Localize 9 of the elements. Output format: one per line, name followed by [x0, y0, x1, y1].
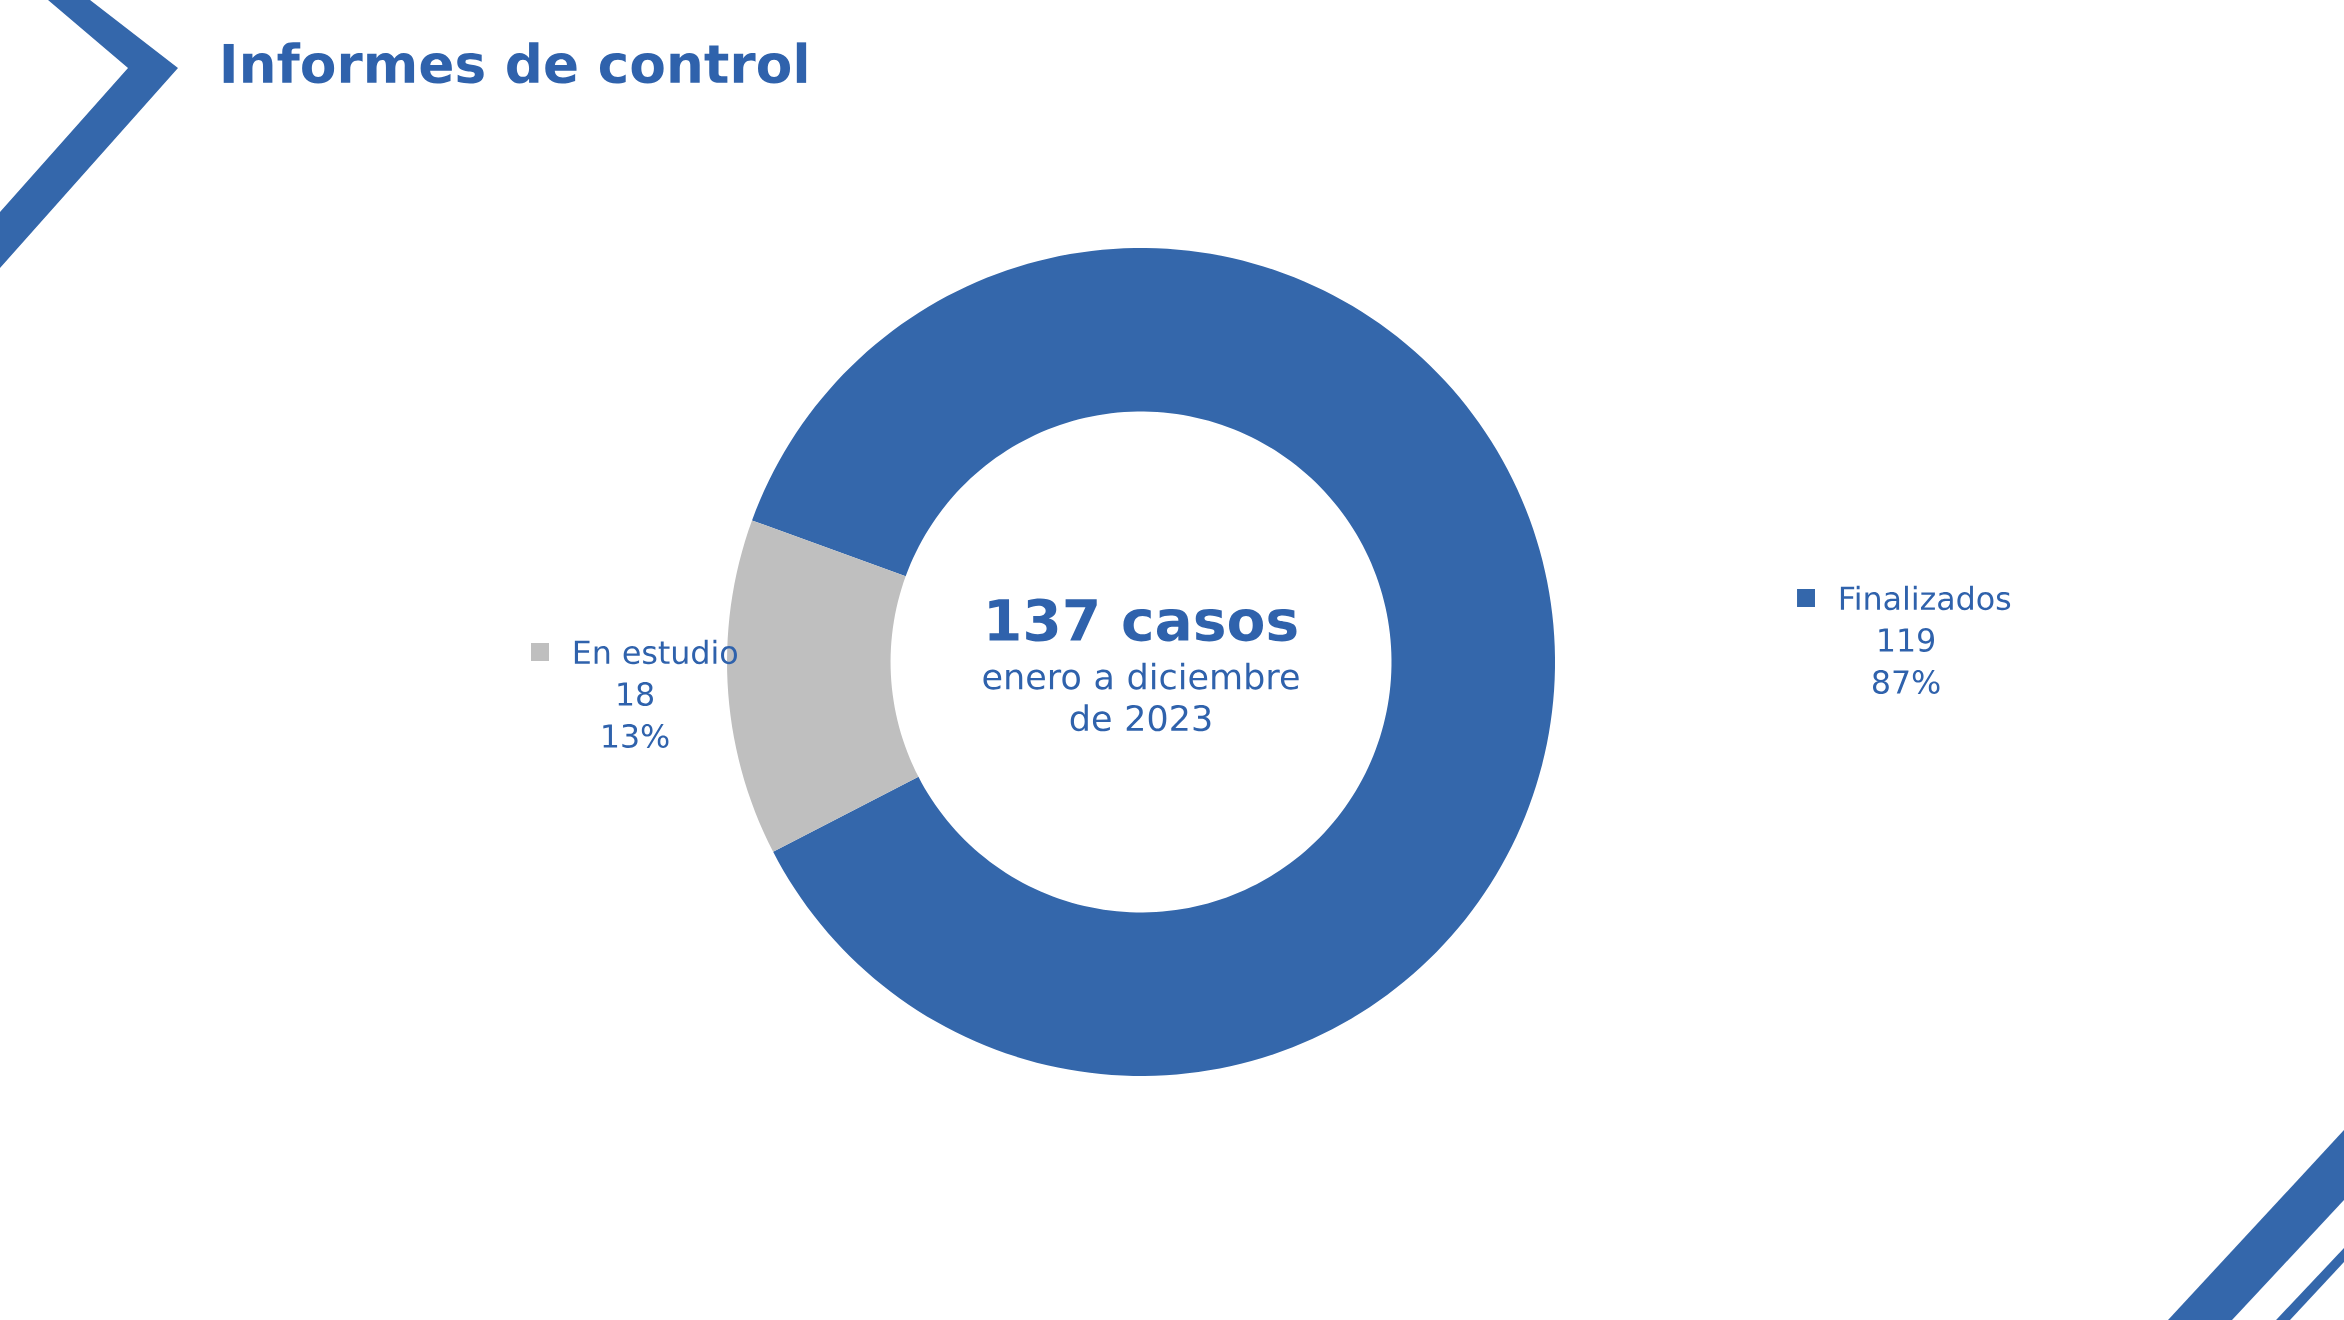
data-label: 119 [1879, 627, 1935, 652]
text: enero a diciembre de 2023 [983, 662, 1299, 732]
legend-label: En estudio [574, 639, 737, 665]
data-label: 18 [618, 681, 653, 706]
legend-label: Finalizados [1840, 585, 2011, 611]
text: 13% [603, 723, 669, 748]
chart-title: Informes de control [223, 42, 807, 84]
text: 87% [1872, 669, 1940, 694]
text: 137 casos [989, 598, 1297, 642]
